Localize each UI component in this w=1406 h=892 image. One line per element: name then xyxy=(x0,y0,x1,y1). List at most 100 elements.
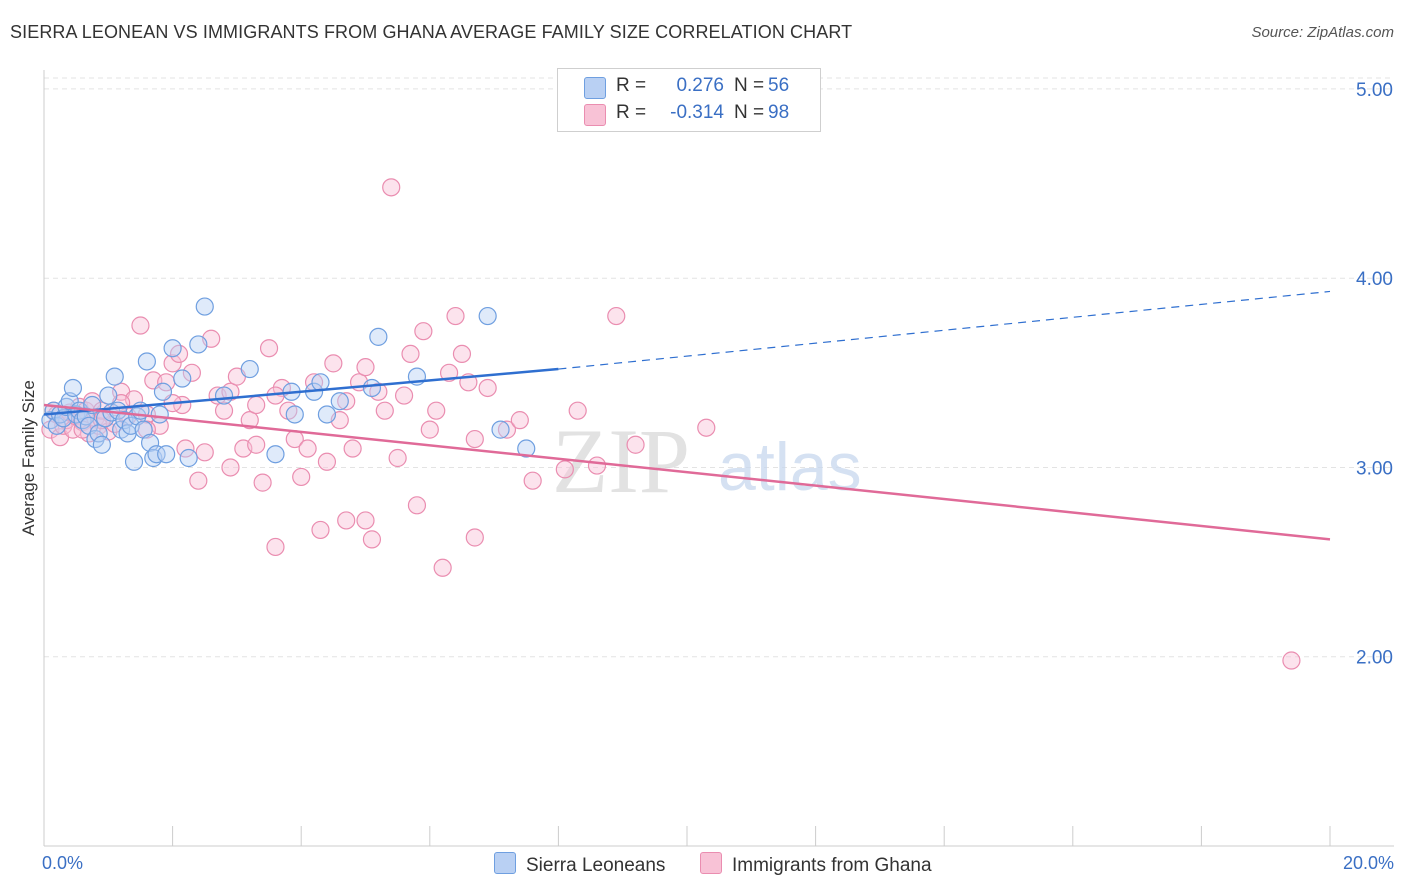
sierra-point xyxy=(105,367,124,386)
ghana-point xyxy=(427,401,446,420)
ghana-point xyxy=(189,471,208,490)
sierra-point xyxy=(214,386,234,405)
sierra-point xyxy=(517,439,536,458)
ghana-point xyxy=(607,306,626,326)
sierra-point xyxy=(285,405,304,424)
legend-swatch-blue xyxy=(584,77,606,99)
ghana-point xyxy=(420,420,439,439)
sierra-point xyxy=(362,378,382,398)
legend-r-label: R = xyxy=(616,102,647,123)
sierra-point xyxy=(147,445,166,464)
x-tick-labels: 0.0% 20.0% xyxy=(42,853,1394,873)
ghana-point xyxy=(478,378,497,398)
ghana-point xyxy=(247,435,266,454)
ghana-point xyxy=(195,443,214,462)
sierra-point xyxy=(92,435,111,454)
ghana-point xyxy=(587,456,607,475)
sierra-point xyxy=(266,445,285,464)
source-label: Source: ZipAtlas.com xyxy=(1251,24,1394,41)
ghana-point xyxy=(324,354,343,373)
ghana-point xyxy=(221,458,240,477)
sierra-point xyxy=(195,297,214,316)
ghana-point xyxy=(452,344,472,364)
sierra-point xyxy=(330,392,349,411)
ghana-point xyxy=(298,439,317,458)
ghana-point xyxy=(394,386,414,405)
sierra-point xyxy=(150,405,169,424)
sierra-point xyxy=(47,416,66,435)
sierra-point xyxy=(140,433,160,452)
ghana-point xyxy=(337,511,356,530)
sierra-point xyxy=(369,327,388,346)
ghana-point xyxy=(292,467,311,487)
ghana-point xyxy=(382,178,401,197)
sierra-point xyxy=(89,424,108,443)
ghana-point xyxy=(259,339,279,358)
bottom-legend-swatch-pink xyxy=(700,852,722,874)
ghana-point xyxy=(388,448,407,468)
ghana-point xyxy=(240,411,259,430)
y-tick-labels: 2.00 3.00 4.00 5.00 xyxy=(1356,80,1393,669)
sierra-point xyxy=(137,352,156,371)
y-axis-label: Average Family Size xyxy=(19,380,38,536)
legend-swatch-pink xyxy=(584,104,606,126)
ghana-point xyxy=(247,395,266,415)
trend-lines xyxy=(43,290,1331,541)
legend-r-value: 0.276 xyxy=(676,75,724,96)
ghana-point xyxy=(697,418,716,437)
bottom-legend-ghana: Immigrants from Ghana xyxy=(700,852,932,876)
ghana-point xyxy=(407,496,427,515)
legend-n-label: N = xyxy=(734,75,765,96)
sierra-point xyxy=(240,359,259,379)
ghana-point xyxy=(497,420,517,439)
ghana-point xyxy=(253,473,272,492)
axes xyxy=(43,70,1394,847)
ghana-point xyxy=(375,401,394,420)
legend: R = 0.276 N = 56 R = -0.314 N = 98 xyxy=(557,68,821,132)
ghana-point xyxy=(465,528,484,547)
ghana-point xyxy=(555,460,574,479)
sierra-point xyxy=(163,339,182,358)
ghana-point xyxy=(414,322,433,341)
sierra-point xyxy=(179,448,198,468)
y-tick-label: 3.00 xyxy=(1356,458,1393,479)
sierra-point xyxy=(173,369,192,388)
ghana-point xyxy=(163,354,182,373)
sierra-point xyxy=(99,386,118,405)
ghana-point xyxy=(214,401,234,420)
sierra-trend-extension xyxy=(558,290,1331,370)
ghana-point xyxy=(568,401,587,420)
sierra-point xyxy=(124,452,144,471)
sierra-point xyxy=(189,335,208,354)
y-tick-label: 4.00 xyxy=(1356,269,1393,290)
legend-n-value: 98 xyxy=(768,102,790,123)
chart-title: SIERRA LEONEAN VS IMMIGRANTS FROM GHANA … xyxy=(10,22,853,42)
sierra-point xyxy=(317,405,337,424)
ghana-point xyxy=(626,435,645,454)
legend-n-label: N = xyxy=(734,102,765,123)
legend-r-label: R = xyxy=(616,75,647,96)
ghana-point xyxy=(465,429,484,449)
ghana-point xyxy=(317,452,337,471)
x-tick-label: 0.0% xyxy=(42,853,83,873)
ghana-point xyxy=(343,439,362,458)
ghana-point xyxy=(510,411,529,430)
ghana-point xyxy=(311,520,330,540)
bottom-legend-label: Immigrants from Ghana xyxy=(732,855,932,876)
ghana-point xyxy=(131,316,150,335)
ghana-point xyxy=(356,511,375,530)
sierra-point xyxy=(491,420,510,439)
ghana-point xyxy=(266,537,285,557)
legend-n-value: 56 xyxy=(768,75,790,96)
bottom-legend-sierra: Sierra Leoneans xyxy=(494,852,665,876)
ghana-point xyxy=(433,558,452,577)
y-tick-label: 2.00 xyxy=(1356,648,1393,669)
ghana-point xyxy=(356,358,375,377)
sierra-point xyxy=(311,373,330,392)
ghana-point xyxy=(362,530,382,549)
bottom-legend-swatch-blue xyxy=(494,852,516,874)
sierra-point xyxy=(157,445,176,464)
ghana-point xyxy=(176,439,195,458)
x-tick-label: 20.0% xyxy=(1343,853,1394,873)
